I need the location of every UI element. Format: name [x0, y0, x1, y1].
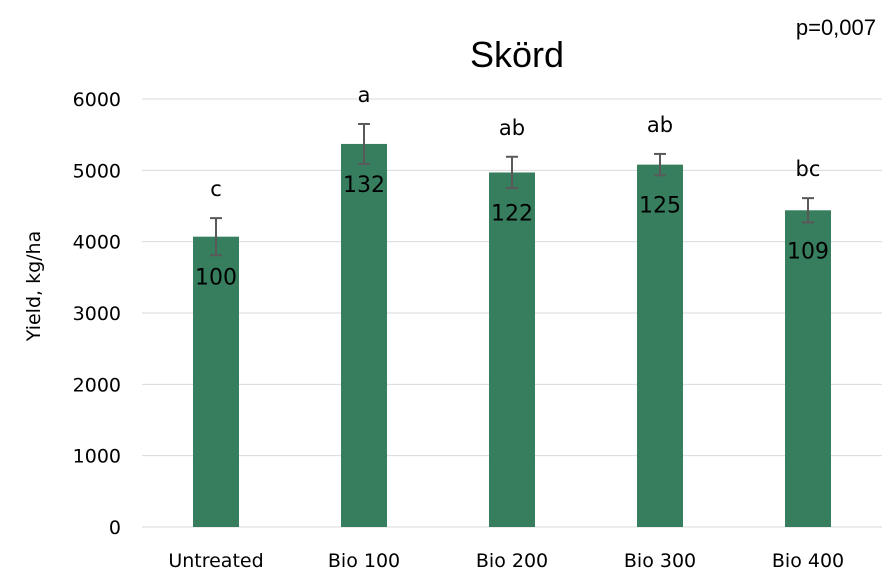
significance-group-labels: c a ab ab bc — [210, 83, 820, 201]
x-tick-label: Bio 400 — [772, 550, 844, 572]
y-tick-label: 2000 — [73, 374, 121, 396]
x-tick-label: Bio 100 — [328, 550, 400, 572]
y-tick-label: 4000 — [73, 232, 121, 254]
bar — [489, 172, 535, 527]
error-bar — [358, 122, 370, 165]
significance-letter: c — [210, 177, 222, 201]
y-axis-label: Yield, kg/ha — [23, 231, 45, 342]
x-axis-category-labels: Untreated Bio 100 Bio 200 Bio 300 Bio 400 — [168, 550, 844, 572]
x-tick-label: Bio 200 — [476, 550, 548, 572]
error-bar — [210, 217, 222, 257]
significance-letter: a — [358, 83, 371, 107]
bar — [193, 236, 239, 527]
p-value-annotation: p=0,007 — [796, 15, 876, 40]
x-tick-label: Untreated — [168, 550, 263, 572]
relative-value-label: 122 — [491, 201, 533, 226]
y-tick-label: 3000 — [73, 303, 121, 325]
y-tick-label: 0 — [109, 517, 121, 539]
relative-value-label: 109 — [787, 239, 829, 264]
bar — [637, 164, 683, 528]
error-bar — [654, 152, 666, 177]
significance-letter: bc — [796, 157, 821, 181]
y-tick-label: 1000 — [73, 446, 121, 468]
chart-title: Skörd — [470, 34, 564, 75]
y-axis-ticks: 0 1000 2000 3000 4000 5000 6000 — [73, 89, 121, 539]
relative-value-label: 100 — [195, 266, 237, 291]
error-bars — [210, 122, 814, 257]
significance-letter: ab — [647, 113, 673, 137]
y-tick-label: 5000 — [73, 160, 121, 182]
x-tick-label: Bio 300 — [624, 550, 696, 572]
relative-value-labels: 100 132 122 125 109 — [195, 173, 829, 291]
significance-letter: ab — [499, 116, 525, 140]
y-tick-label: 6000 — [73, 89, 121, 111]
error-bar — [506, 155, 518, 190]
error-bar — [802, 197, 814, 224]
bar — [341, 143, 387, 527]
relative-value-label: 132 — [343, 173, 385, 198]
bars — [193, 143, 831, 528]
relative-value-label: 125 — [639, 194, 681, 219]
bar — [785, 210, 831, 527]
